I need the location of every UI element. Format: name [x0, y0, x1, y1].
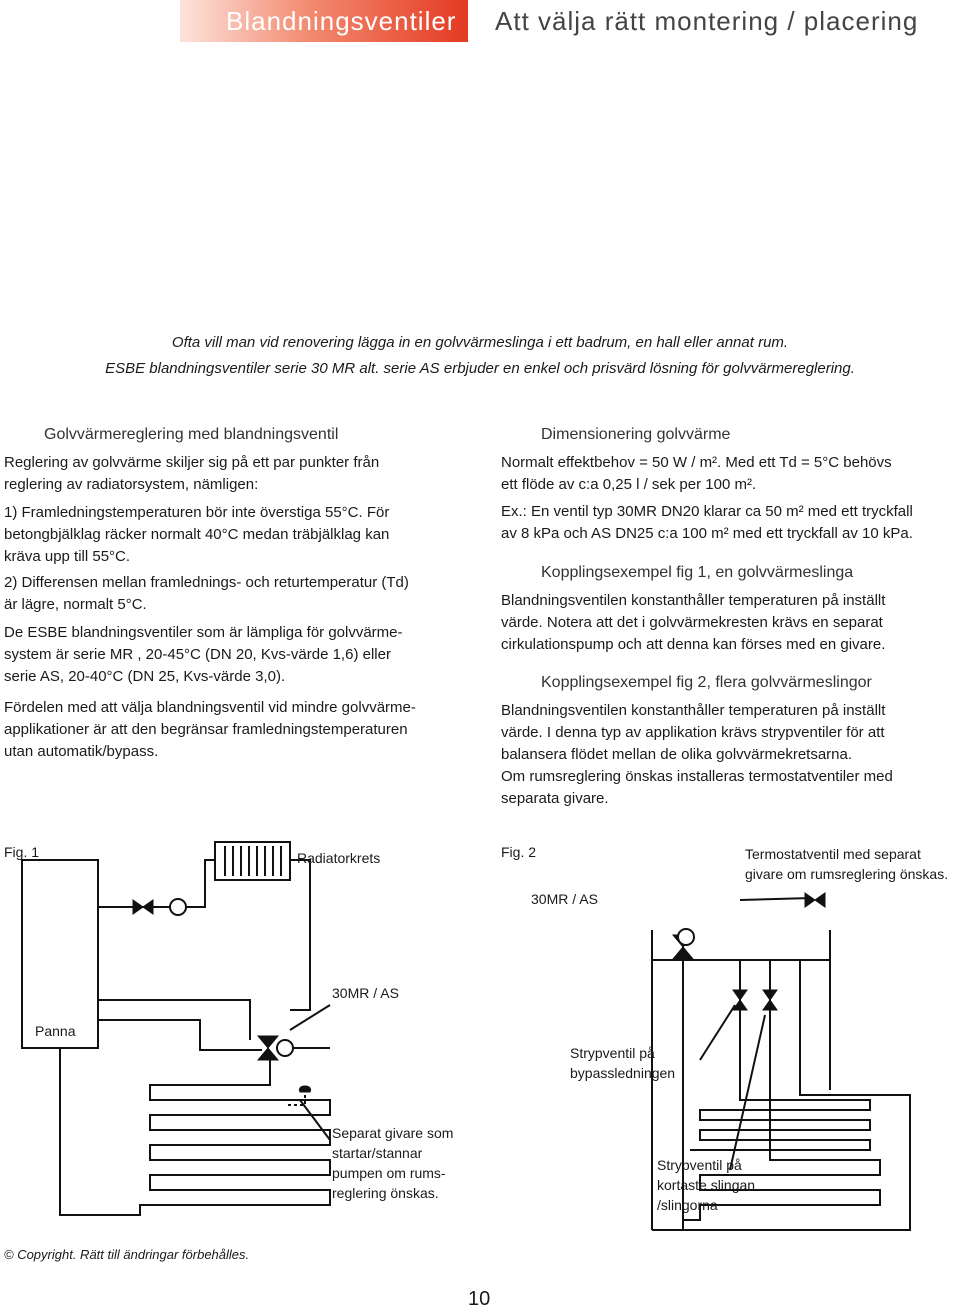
body-line: serie AS, 20-40°C (DN 25, Kvs-värde 3,0)…	[4, 668, 286, 685]
body-line: cirkulationspump och att denna kan förse…	[501, 636, 886, 653]
section-heading: Dimensionering golvvärme	[541, 426, 731, 443]
figure-caption: Fig. 1	[4, 844, 40, 860]
figure-label: Strypventil på	[570, 1045, 655, 1061]
thermostat-valve	[804, 892, 826, 908]
body-line: separata givare.	[501, 790, 609, 807]
leader-lines	[289, 1004, 331, 1141]
intro-line: Ofta vill man vid renovering lägga in en…	[171, 334, 789, 351]
body-line: Ex.: En ventil typ 30MR DN20 klarar ca 5…	[501, 503, 913, 520]
radiator-fins	[224, 846, 282, 876]
body-line: betongbjälklag räcker normalt 40°C medan…	[4, 526, 390, 543]
body-line: De ESBE blandningsventiler som är lämpli…	[4, 624, 403, 641]
header-title: Att välja rätt montering / placering	[495, 6, 919, 36]
section-heading: Kopplingsexempel fig 2, flera golvvärmes…	[541, 674, 872, 691]
body-line: Fördelen med att välja blandningsventil …	[4, 699, 416, 716]
figure-label: Separat givare som	[332, 1125, 454, 1141]
body-line: Normalt effektbehov = 50 W / m². Med ett…	[501, 454, 892, 471]
valve	[132, 899, 154, 915]
body-line: balansera flödet mellan de olika golvvär…	[501, 746, 853, 763]
pump	[276, 1039, 294, 1057]
section-heading: Golvvärmereglering med blandningsventil	[44, 426, 339, 443]
header-tab	[180, 0, 468, 42]
figure-caption: Fig. 2	[501, 844, 537, 860]
figure-label: Radiatorkrets	[297, 850, 381, 866]
figure-label: bypassledningen	[570, 1065, 676, 1081]
body-line: 1) Framledningstemperaturen bör inte öve…	[4, 504, 390, 521]
figure-label: /slingorna	[657, 1197, 718, 1213]
floor-coils	[652, 1090, 911, 1231]
intro-line: ESBE blandningsventiler serie 30 MR alt.…	[105, 360, 855, 377]
mixing-valve	[256, 1035, 280, 1061]
radiator	[214, 841, 291, 881]
body-line: system är serie MR , 20-45°C (DN 20, Kvs…	[4, 646, 391, 663]
leader-lines	[699, 897, 813, 1171]
figure-label: 30MR / AS	[332, 985, 399, 1001]
body-line: Blandningsventilen konstanthåller temper…	[501, 592, 886, 609]
body-line: av 8 kPa och AS DN25 c:a 100 m² med ett …	[501, 525, 913, 542]
body-line: applikationer är att den begränsar framl…	[4, 721, 408, 738]
figure-label: kortaste slingan	[657, 1177, 756, 1193]
body-line: värde. I denna typ av applikation krävs …	[501, 724, 885, 741]
body-line: ett flöde av c:a 0,25 l / sek per 100 m²…	[501, 476, 757, 493]
figure-label: pumpen om rums-	[332, 1165, 446, 1181]
figure-label: givare om rumsreglering önskas.	[745, 866, 949, 882]
figure-1-diagram	[21, 841, 331, 1216]
figure-label: startar/stannar	[332, 1145, 423, 1161]
figure-label: reglering önskas.	[332, 1185, 439, 1201]
pipes	[98, 859, 330, 1070]
body-line: reglering av radiatorsystem, nämligen:	[4, 476, 259, 493]
figure-2-diagram	[651, 892, 911, 1231]
boiler	[21, 859, 99, 1049]
manifold	[651, 930, 831, 1230]
pump	[677, 928, 695, 946]
figure-label: Panna	[35, 1023, 76, 1039]
body-line: värde. Notera att det i golvvärmekresten…	[501, 614, 883, 631]
figure-label: Termostatventil med separat	[745, 846, 921, 862]
pump	[169, 898, 187, 916]
body-line: kräva upp till 55°C.	[4, 548, 131, 565]
body-line: är lägre, normalt 5°C.	[4, 596, 147, 613]
body-line: Reglering av golvvärme skiljer sig på et…	[4, 454, 380, 471]
section-heading: Kopplingsexempel fig 1, en golvvärmeslin…	[541, 564, 854, 581]
sensor	[298, 1085, 312, 1093]
body-line: Blandningsventilen konstanthåller temper…	[501, 702, 886, 719]
figure-label: 30MR / AS	[531, 891, 598, 907]
page-number: 10	[468, 1288, 491, 1310]
body-line: Om rumsreglering önskas installeras term…	[501, 768, 893, 785]
copyright: © Copyright. Rätt till ändringar förbehå…	[4, 1247, 250, 1262]
body-line: 2) Differensen mellan framlednings- och …	[4, 574, 409, 591]
figure-label: Strypventil på	[657, 1157, 742, 1173]
header-tab-text: Blandningsventiler	[226, 6, 457, 36]
throttle-valves	[732, 989, 778, 1011]
body-line: utan automatik/bypass.	[4, 743, 159, 760]
floor-coil	[59, 1048, 331, 1216]
